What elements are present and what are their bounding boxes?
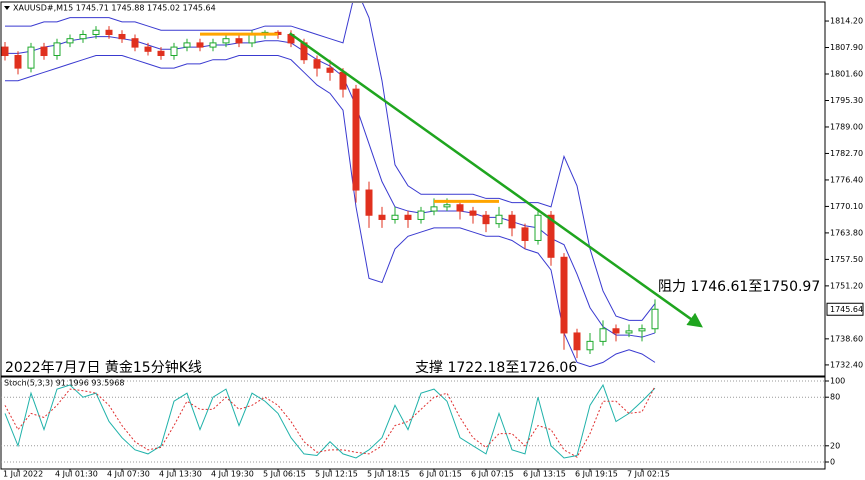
candle-body <box>456 204 464 212</box>
x-tick-label: 4 Jul 07:30 <box>107 470 150 479</box>
candle-body <box>547 214 555 258</box>
y-tick-label: 1801.60 <box>830 70 863 79</box>
y-tick-label: 1757.50 <box>830 255 863 264</box>
y-tick-label: 1776.40 <box>830 175 863 184</box>
x-tick-label: 1 Jul 2022 <box>3 470 43 479</box>
main-plot <box>1 3 703 368</box>
candle-body <box>14 55 22 69</box>
candle-body <box>53 42 61 57</box>
x-tick-label: 7 Jul 02:15 <box>627 470 670 479</box>
bollinger-upper-band <box>5 3 656 321</box>
candle-body <box>209 42 217 48</box>
candle-body <box>339 71 347 90</box>
candle-body <box>105 29 113 35</box>
resistance-note: 阻力 1746.61至1750.97 <box>658 279 820 295</box>
bollinger-lower-band <box>5 55 656 368</box>
candle-body <box>66 38 74 44</box>
candle-body <box>352 88 360 191</box>
candle-body <box>1 46 9 57</box>
trendline <box>288 32 703 328</box>
candle-body <box>625 330 633 334</box>
stoch-title: Stoch(5,3,3) 91.1996 93.5968 <box>4 379 124 388</box>
symbol-header: XAUUSD#,M15 1745.71 1745.88 1745.02 1745… <box>13 4 216 13</box>
candle-body <box>313 59 321 69</box>
candle-body <box>248 33 256 44</box>
y-tick-label: 1795.30 <box>830 96 863 105</box>
candle-body <box>27 46 35 69</box>
y-tick-label: 1770.10 <box>830 202 863 211</box>
x-tick-label: 4 Jul 19:30 <box>211 470 254 479</box>
y-tick-label: 20 <box>830 441 840 450</box>
candle-body <box>651 308 659 330</box>
y-tick-label: 1807.90 <box>830 43 863 52</box>
x-tick-label: 5 Jul 18:15 <box>367 470 410 479</box>
candle-body <box>482 214 490 225</box>
axes: 1814.20 1807.90 1801.60 1795.30 1789.00 1782.… <box>3 17 864 479</box>
y-tick-label: 100 <box>830 377 845 386</box>
candle-body <box>521 227 529 241</box>
stoch-plot <box>1 380 825 463</box>
stoch-line <box>4 383 656 459</box>
candle-body <box>326 67 334 73</box>
y-tick-label: 1789.00 <box>830 122 863 131</box>
candle-body <box>443 204 451 208</box>
candle-body <box>157 50 165 57</box>
x-tick-label: 5 Jul 12:15 <box>315 470 358 479</box>
y-tick-label: 1782.70 <box>830 149 863 158</box>
candle-body <box>365 189 373 216</box>
x-tick-label: 5 Jul 06:15 <box>263 470 306 479</box>
candle-body <box>430 206 438 212</box>
x-tick-label: 6 Jul 13:15 <box>523 470 566 479</box>
candle-body <box>235 38 243 44</box>
candle-body <box>144 46 152 52</box>
y-tick-label: 1814.20 <box>830 17 863 26</box>
candle-body <box>534 214 542 241</box>
y-tick-label: 80 <box>830 393 840 402</box>
candle-body <box>599 328 607 342</box>
x-tick-label: 6 Jul 19:15 <box>575 470 618 479</box>
y-tick-label: 1738.60 <box>830 334 863 343</box>
candle-body <box>417 210 425 220</box>
candle-body <box>508 214 516 229</box>
y-tick-label: 1763.80 <box>830 228 863 237</box>
candle-body <box>196 42 204 48</box>
x-tick-label: 6 Jul 07:15 <box>471 470 514 479</box>
last-price-label: 1745.64 <box>830 305 863 314</box>
x-tick-label: 4 Jul 01:30 <box>55 470 98 479</box>
menu-icon <box>4 6 10 10</box>
y-tick-label: 1751.20 <box>830 281 863 290</box>
candle-body <box>92 29 100 35</box>
candle-body <box>469 210 477 216</box>
x-tick-label: 4 Jul 13:30 <box>159 470 202 479</box>
candle-body <box>573 332 581 351</box>
stoch-line <box>4 385 656 458</box>
candle-body <box>560 256 568 334</box>
last-price-box <box>826 302 864 316</box>
candle-body <box>40 46 48 57</box>
candle-body <box>391 214 399 220</box>
support-note: 支撑 1722.18至1726.06 <box>415 360 577 376</box>
candle-body <box>495 214 503 225</box>
candle-body <box>222 38 230 44</box>
y-tick-label: 1732.40 <box>830 360 863 369</box>
candle-body <box>378 214 386 220</box>
candle-body <box>131 38 139 48</box>
candle-body <box>638 328 646 332</box>
candle-body <box>118 33 126 40</box>
x-tick-label: 6 Jul 01:15 <box>419 470 462 479</box>
candle-body <box>79 33 87 40</box>
stoch-panel <box>0 376 826 470</box>
candle-body <box>612 328 620 334</box>
candle-body <box>183 42 191 48</box>
date-note: 2022年7月7日 黄金15分钟K线 <box>5 359 202 376</box>
candle-body <box>404 214 412 220</box>
y-tick-label: 0 <box>830 458 835 467</box>
bollinger-middle-band <box>5 36 656 338</box>
candle-body <box>586 340 594 351</box>
candle-body <box>170 46 178 57</box>
main-panel <box>0 1 826 377</box>
